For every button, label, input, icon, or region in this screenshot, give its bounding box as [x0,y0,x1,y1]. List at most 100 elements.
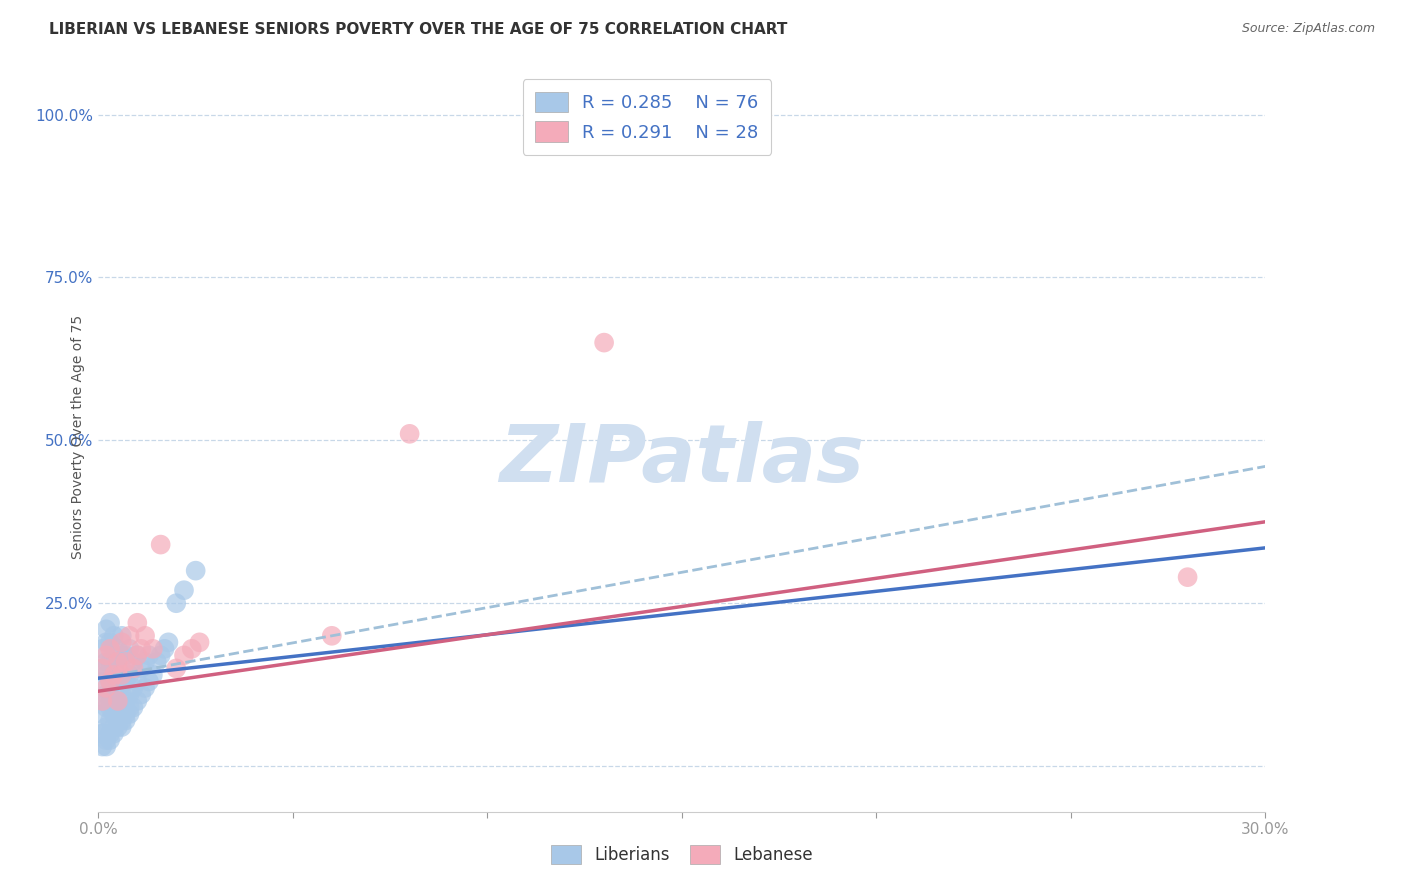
Point [96,635,118,649]
Point [398,426,420,441]
Point [129,688,152,702]
Point [173,583,195,598]
Point [118,688,141,702]
Point [96,700,118,714]
Text: Source: ZipAtlas.com: Source: ZipAtlas.com [1241,22,1375,36]
Text: LIBERIAN VS LEBANESE SENIORS POVERTY OVER THE AGE OF 75 CORRELATION CHART: LIBERIAN VS LEBANESE SENIORS POVERTY OVE… [49,22,787,37]
Point [188,635,211,649]
Point [91,661,114,675]
Point [96,648,118,663]
Point [107,694,129,708]
Point [96,655,118,669]
Point [138,674,160,689]
Point [111,714,134,728]
Point [96,733,118,747]
Point [111,668,134,682]
Point [103,694,125,708]
Legend: Liberians, Lebanese: Liberians, Lebanese [544,838,820,871]
Point [118,668,141,682]
Point [111,706,134,721]
Point [593,335,616,350]
Point [111,648,134,663]
Point [149,648,172,663]
Point [1177,570,1199,584]
Point [321,629,343,643]
Point [98,714,121,728]
Point [91,661,114,675]
Point [134,629,156,643]
Point [127,648,149,663]
Point [165,661,187,675]
Point [98,641,121,656]
Point [134,681,156,695]
Point [98,700,121,714]
Text: ZIPatlas: ZIPatlas [499,420,865,499]
Point [122,681,145,695]
Point [91,739,114,754]
Point [149,538,172,552]
Point [107,681,129,695]
Point [165,596,187,610]
Point [96,720,118,734]
Point [98,733,121,747]
Point [103,655,125,669]
Y-axis label: Seniors Poverty Over the Age of 75: Seniors Poverty Over the Age of 75 [70,315,84,559]
Point [98,674,121,689]
Point [111,635,134,649]
Point [127,694,149,708]
Point [114,706,136,721]
Point [103,629,125,643]
Point [184,564,207,578]
Point [118,706,141,721]
Point [103,726,125,740]
Point [107,720,129,734]
Point [173,648,195,663]
Point [91,706,114,721]
Point [107,661,129,675]
Point [107,700,129,714]
Point [122,700,145,714]
Point [98,635,121,649]
Point [134,655,156,669]
Point [138,648,160,663]
Point [98,655,121,669]
Point [91,726,114,740]
Point [114,674,136,689]
Point [111,668,134,682]
Point [91,641,114,656]
Point [103,706,125,721]
Point [153,641,176,656]
Point [91,694,114,708]
Point [142,668,165,682]
Point [114,655,136,669]
Point [114,648,136,663]
Point [111,720,134,734]
Point [96,622,118,636]
Point [127,615,149,630]
Point [118,700,141,714]
Point [98,688,121,702]
Point [91,694,114,708]
Point [107,714,129,728]
Point [142,641,165,656]
Point [122,661,145,675]
Point [91,726,114,740]
Point [111,688,134,702]
Point [91,674,114,689]
Point [96,668,118,682]
Point [98,726,121,740]
Point [129,641,152,656]
Point [96,739,118,754]
Point [180,641,202,656]
Point [127,674,149,689]
Point [122,655,145,669]
Point [98,674,121,689]
Point [146,655,169,669]
Point [96,681,118,695]
Point [114,714,136,728]
Point [98,615,121,630]
Point [118,629,141,643]
Point [111,629,134,643]
Point [107,641,129,656]
Point [96,688,118,702]
